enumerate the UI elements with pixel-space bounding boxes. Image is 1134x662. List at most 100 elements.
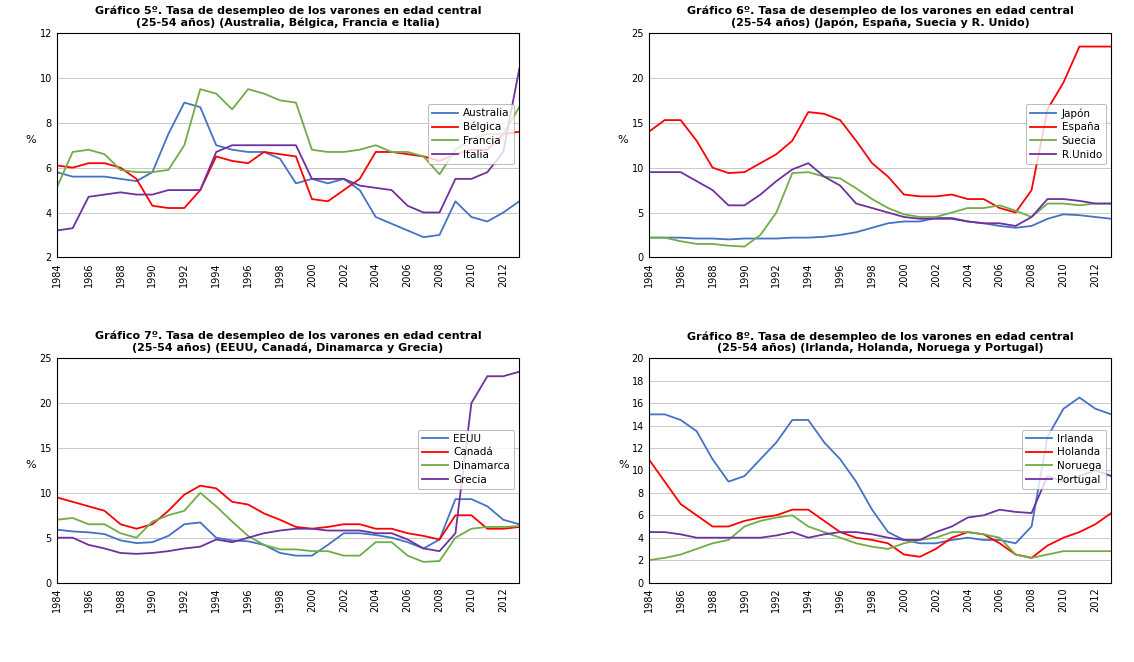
R.Unido: [705, 186, 719, 194]
R.Unido: [1009, 222, 1023, 230]
Japón: [1105, 215, 1118, 223]
Irlanda: [849, 478, 863, 486]
R.Unido: [865, 204, 879, 212]
Bélgica: [321, 197, 335, 205]
Line: Irlanda: Irlanda: [649, 398, 1111, 544]
EEUU: [161, 532, 175, 540]
Holanda: [737, 517, 751, 525]
Portugal: [754, 534, 768, 542]
Holanda: [833, 528, 847, 536]
Grecia: [321, 526, 335, 534]
Noruega: [1089, 547, 1102, 555]
Portugal: [945, 522, 958, 530]
Grecia: [257, 529, 271, 537]
España: [976, 195, 990, 203]
Noruega: [929, 534, 942, 542]
Portugal: [960, 514, 974, 522]
R.Unido: [929, 215, 942, 223]
Irlanda: [897, 536, 911, 544]
Noruega: [881, 545, 895, 553]
Holanda: [802, 506, 815, 514]
EEUU: [113, 536, 127, 544]
España: [913, 193, 926, 201]
Australia: [305, 175, 319, 183]
Suecia: [960, 204, 974, 212]
Bélgica: [449, 150, 463, 158]
R.Unido: [818, 173, 831, 181]
R.Unido: [721, 201, 735, 209]
Dinamarca: [353, 551, 366, 559]
Australia: [194, 103, 208, 111]
Portugal: [1009, 508, 1023, 516]
Holanda: [658, 478, 671, 486]
Bélgica: [242, 159, 255, 167]
R.Unido: [849, 199, 863, 207]
Grecia: [400, 536, 414, 544]
España: [1073, 42, 1086, 50]
Dinamarca: [481, 523, 494, 531]
Australia: [513, 197, 526, 205]
EEUU: [400, 538, 414, 546]
Portugal: [721, 534, 735, 542]
Dinamarca: [289, 545, 303, 553]
Grecia: [226, 538, 239, 546]
R.Unido: [689, 177, 703, 185]
Italia: [66, 224, 79, 232]
Line: Australia: Australia: [57, 103, 519, 237]
EEUU: [353, 529, 366, 537]
Noruega: [976, 530, 990, 538]
Bélgica: [66, 164, 79, 171]
EEUU: [226, 536, 239, 544]
Portugal: [689, 534, 703, 542]
Legend: Australia, Bélgica, Francia, Italia: Australia, Bélgica, Francia, Italia: [428, 104, 514, 164]
Italia: [194, 186, 208, 194]
Francia: [129, 168, 143, 176]
R.Unido: [770, 177, 784, 185]
Dinamarca: [465, 525, 479, 533]
España: [737, 168, 751, 176]
Holanda: [976, 530, 990, 538]
Suecia: [849, 184, 863, 192]
Dinamarca: [98, 520, 111, 528]
Portugal: [674, 530, 687, 538]
Grecia: [50, 534, 64, 542]
Australia: [289, 179, 303, 187]
Holanda: [705, 522, 719, 530]
Bélgica: [50, 162, 64, 169]
Portugal: [1057, 478, 1070, 486]
Dinamarca: [321, 547, 335, 555]
Line: España: España: [649, 46, 1111, 213]
EEUU: [178, 520, 192, 528]
Japón: [1057, 211, 1070, 218]
Canadá: [273, 516, 287, 524]
Noruega: [642, 556, 655, 564]
Francia: [400, 148, 414, 156]
Portugal: [786, 528, 799, 536]
Portugal: [976, 511, 990, 519]
Australia: [337, 175, 350, 183]
EEUU: [129, 539, 143, 547]
Dinamarca: [242, 532, 255, 540]
Francia: [465, 134, 479, 142]
Italia: [129, 191, 143, 199]
Dinamarca: [194, 489, 208, 496]
Noruega: [689, 545, 703, 553]
Japón: [737, 234, 751, 242]
Japón: [1041, 215, 1055, 223]
Bélgica: [481, 146, 494, 154]
Line: Bélgica: Bélgica: [57, 132, 519, 208]
Canadá: [145, 520, 159, 528]
Canadá: [50, 493, 64, 501]
Title: Gráfico 5º. Tasa de desempleo de los varones en edad central
(25-54 años) (Austr: Gráfico 5º. Tasa de desempleo de los var…: [95, 5, 481, 28]
Title: Gráfico 7º. Tasa de desempleo de los varones en edad central
(25-54 años) (EEUU,: Gráfico 7º. Tasa de desempleo de los var…: [94, 330, 481, 354]
Grecia: [161, 547, 175, 555]
España: [865, 159, 879, 167]
Dinamarca: [161, 511, 175, 519]
España: [929, 193, 942, 201]
Francia: [417, 152, 431, 160]
Irlanda: [976, 536, 990, 544]
Francia: [433, 170, 447, 178]
Irlanda: [658, 410, 671, 418]
Grecia: [369, 529, 382, 537]
Suecia: [721, 242, 735, 250]
